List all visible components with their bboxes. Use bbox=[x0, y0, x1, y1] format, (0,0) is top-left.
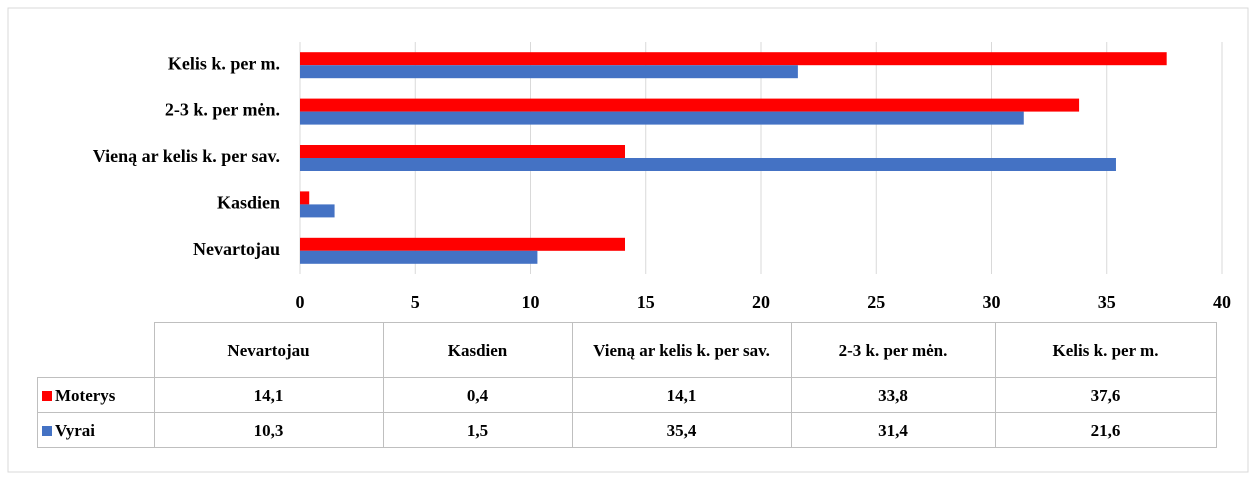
bar bbox=[300, 111, 1024, 125]
x-tick-label: 35 bbox=[1098, 292, 1116, 312]
table-value: 10,3 bbox=[153, 412, 384, 448]
table-header: 2-3 k. per mėn. bbox=[790, 322, 996, 378]
bar bbox=[300, 52, 1167, 66]
legend-cell: Moterys bbox=[37, 377, 155, 413]
x-tick-label: 5 bbox=[411, 292, 420, 312]
table-header-row: Nevartojau Kasdien Vieną ar kelis k. per s… bbox=[37, 322, 1217, 378]
legend-label: Moterys bbox=[55, 385, 116, 405]
bar bbox=[300, 98, 1080, 112]
bar bbox=[300, 204, 335, 218]
y-tick-label: Nevartojau bbox=[193, 239, 280, 259]
table-row: Vyrai 10,3 1,5 35,4 31,4 21,6 bbox=[37, 412, 1217, 448]
table-value: 14,1 bbox=[153, 377, 384, 413]
x-tick-label: 10 bbox=[522, 292, 540, 312]
y-tick-label: Vieną ar kelis k. per sav. bbox=[93, 146, 280, 166]
table-value: 0,4 bbox=[382, 377, 573, 413]
table-header: Nevartojau bbox=[153, 322, 384, 378]
x-tick-label: 15 bbox=[637, 292, 655, 312]
x-tick-label: 30 bbox=[983, 292, 1001, 312]
table-value: 35,4 bbox=[571, 412, 792, 448]
x-tick-label: 25 bbox=[867, 292, 885, 312]
chart-border bbox=[7, 7, 1249, 473]
table-value: 33,8 bbox=[790, 377, 996, 413]
table-value: 21,6 bbox=[994, 412, 1217, 448]
data-table: Nevartojau Kasdien Vieną ar kelis k. per s… bbox=[37, 322, 1217, 448]
table-value: 14,1 bbox=[571, 377, 792, 413]
legend-swatch bbox=[42, 390, 52, 401]
table-value: 37,6 bbox=[994, 377, 1217, 413]
legend-label: Vyrai bbox=[55, 420, 95, 440]
bar bbox=[300, 65, 798, 79]
bar bbox=[300, 158, 1116, 171]
bar bbox=[300, 145, 626, 158]
y-tick-label: Kelis k. per m. bbox=[168, 53, 280, 73]
table-corner bbox=[37, 322, 155, 378]
table-header: Kelis k. per m. bbox=[994, 322, 1217, 378]
table-header: Kasdien bbox=[382, 322, 573, 378]
table-row: Moterys 14,1 0,4 14,1 33,8 37,6 bbox=[37, 377, 1217, 413]
legend-cell: Vyrai bbox=[37, 412, 155, 448]
x-tick-label: 20 bbox=[752, 292, 770, 312]
x-tick-label: 40 bbox=[1213, 292, 1231, 312]
y-tick-label: 2-3 k. per mėn. bbox=[165, 100, 280, 120]
x-tick-label: 0 bbox=[296, 292, 305, 312]
bar bbox=[300, 191, 310, 205]
bar bbox=[300, 250, 538, 264]
table-header: Vieną ar kelis k. per sav. bbox=[571, 322, 792, 378]
table-value: 1,5 bbox=[382, 412, 573, 448]
legend-swatch bbox=[42, 425, 52, 436]
table-value: 31,4 bbox=[790, 412, 996, 448]
y-tick-label: Kasdien bbox=[217, 193, 280, 213]
bar bbox=[300, 237, 626, 251]
